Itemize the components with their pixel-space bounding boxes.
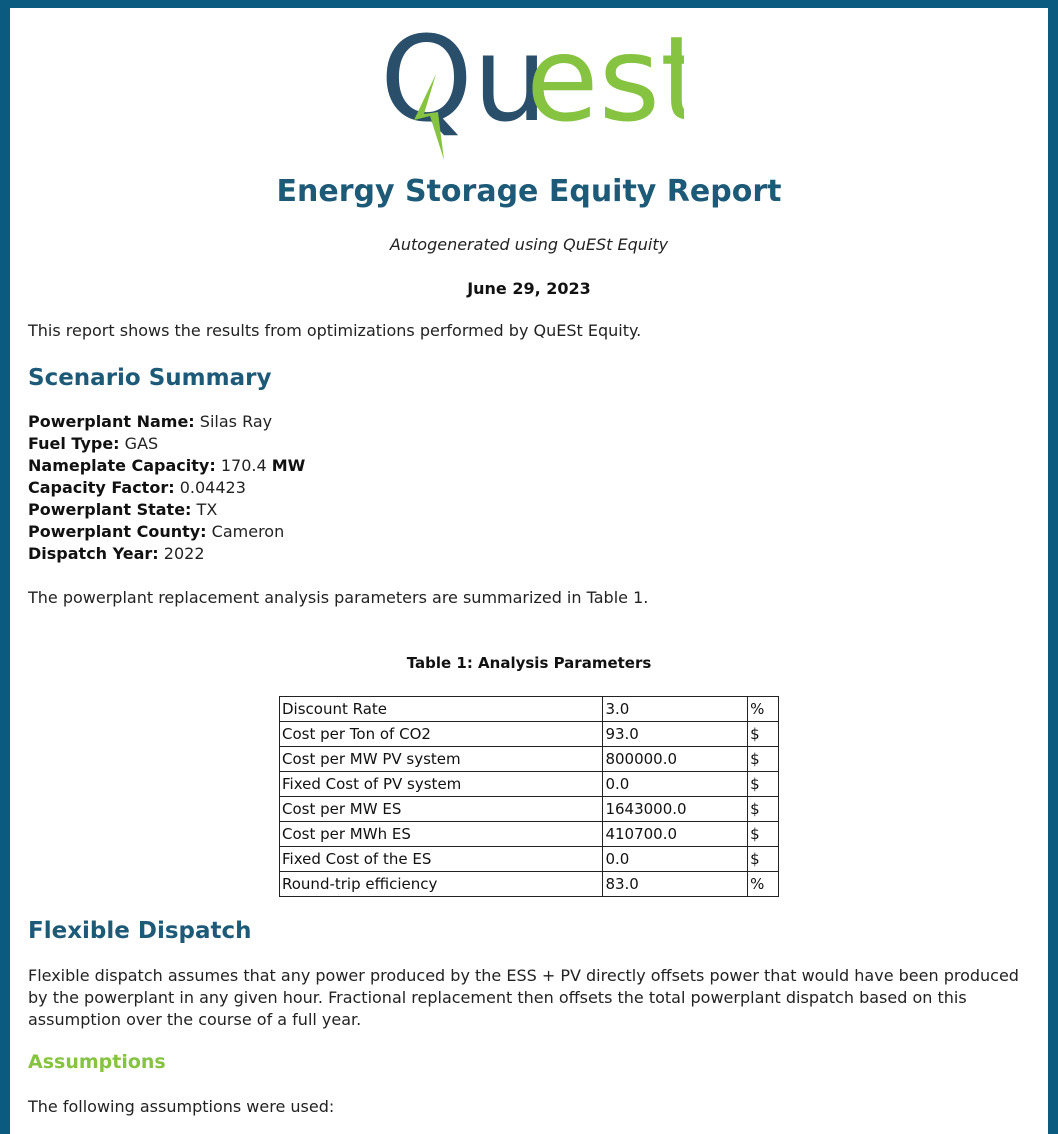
intro-paragraph: This report shows the results from optim… bbox=[28, 321, 642, 340]
logo-text-est: est bbox=[526, 16, 684, 148]
detail-fuel-type: Fuel Type: GAS bbox=[28, 434, 159, 453]
table-row: Cost per MWh ES 410700.0 $ bbox=[278, 821, 779, 847]
parameters-summary-text: The powerplant replacement analysis para… bbox=[28, 588, 649, 607]
logo-text-qu: Qu bbox=[380, 16, 548, 148]
detail-powerplant-state: Powerplant State: TX bbox=[28, 500, 218, 519]
lightning-bolt-icon bbox=[414, 74, 444, 160]
scenario-summary-heading: Scenario Summary bbox=[28, 365, 272, 391]
report-title: Energy Storage Equity Report bbox=[276, 174, 782, 209]
detail-nameplate-capacity: Nameplate Capacity: 170.4 MW bbox=[28, 456, 306, 475]
table-row: Cost per MW ES 1643000.0 $ bbox=[278, 796, 779, 822]
detail-powerplant-county: Powerplant County: Cameron bbox=[28, 522, 285, 541]
scenario-details: Powerplant Name: Silas Ray Fuel Type: GA… bbox=[28, 411, 305, 565]
table-row: Discount Rate 3.0 % bbox=[278, 696, 779, 722]
detail-powerplant-name: Powerplant Name: Silas Ray bbox=[28, 412, 273, 431]
assumptions-heading: Assumptions bbox=[28, 1051, 166, 1073]
table-row: Cost per Ton of CO2 93.0 $ bbox=[278, 721, 779, 747]
flexible-dispatch-heading: Flexible Dispatch bbox=[28, 918, 252, 944]
report-page: Qu est Energy Storage Equity Report Auto… bbox=[10, 8, 1048, 1134]
table-row: Round-trip efficiency 83.0 % bbox=[278, 871, 779, 897]
table-row: Fixed Cost of the ES 0.0 $ bbox=[278, 846, 779, 872]
report-date: June 29, 2023 bbox=[467, 279, 591, 298]
table-caption: Table 1: Analysis Parameters bbox=[406, 654, 652, 672]
table-row: Cost per MW PV system 800000.0 $ bbox=[278, 746, 779, 772]
detail-dispatch-year: Dispatch Year: 2022 bbox=[28, 544, 205, 563]
table-row: Fixed Cost of PV system 0.0 $ bbox=[278, 771, 779, 797]
flexible-dispatch-text: Flexible dispatch assumes that any power… bbox=[28, 966, 1019, 1029]
analysis-parameters-table: Discount Rate 3.0 % Cost per Ton of CO2 … bbox=[278, 696, 779, 897]
assumptions-text: The following assumptions were used: bbox=[28, 1097, 335, 1116]
report-subtitle: Autogenerated using QuESt Equity bbox=[389, 235, 669, 254]
detail-capacity-factor: Capacity Factor: 0.04423 bbox=[28, 478, 246, 497]
quest-logo: Qu est bbox=[380, 16, 684, 160]
